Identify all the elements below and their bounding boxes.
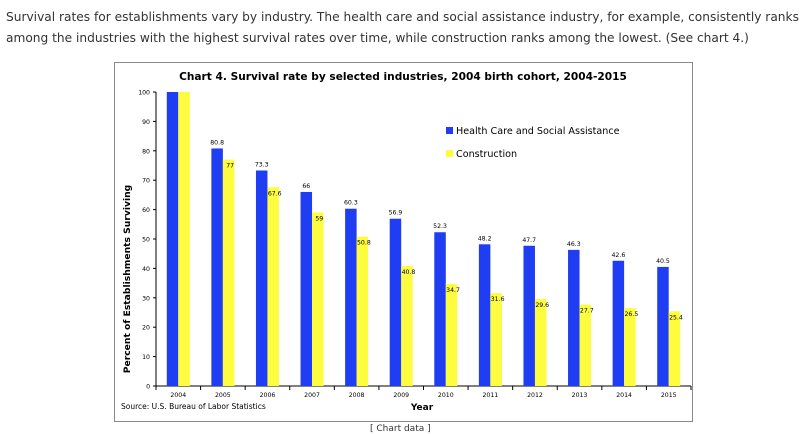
- bar-chart: Chart 4. Survival rate by selected indus…: [121, 71, 692, 413]
- y-tick-label: 80: [142, 148, 150, 155]
- health-care-bar: [300, 191, 313, 386]
- y-tick-label: 30: [142, 295, 150, 302]
- y-axis-label: Percent of Establishments Surviving: [122, 185, 133, 374]
- data-label: 80.8: [210, 139, 224, 146]
- data-label: 34.7: [446, 287, 460, 294]
- chart-container: Chart 4. Survival rate by selected indus…: [114, 62, 693, 422]
- y-tick-label: 20: [142, 325, 150, 332]
- intro-paragraph: Survival rates for establishments vary b…: [6, 10, 799, 45]
- y-tick-label: 0: [146, 384, 150, 391]
- construction-bar: [222, 159, 235, 386]
- health-care-bar: [568, 249, 580, 386]
- x-tick-label: 2011: [483, 392, 499, 399]
- y-tick-label: 90: [142, 119, 150, 126]
- construction-bar: [624, 308, 636, 386]
- x-tick-label: 2014: [616, 392, 632, 399]
- data-label: 40.5: [656, 258, 670, 265]
- legend: Health Care and Social Assistance Constru…: [446, 126, 620, 160]
- construction-bar: [312, 212, 324, 386]
- x-tick-label: 2005: [215, 392, 231, 399]
- x-tick-label: 2013: [572, 392, 588, 399]
- construction-bar: [178, 92, 190, 386]
- health-care-bar: [345, 208, 357, 386]
- health-care-bar: [612, 260, 625, 386]
- data-label: 60.3: [344, 200, 358, 207]
- x-tick-label: 2006: [260, 392, 276, 399]
- health-care-bar: [389, 218, 402, 386]
- health-care-bar: [255, 170, 268, 386]
- data-label: 77: [226, 163, 234, 170]
- y-tick-label: 70: [142, 178, 150, 185]
- chart-source: Source: U.S. Bureau of Labor Statistics: [121, 402, 266, 411]
- data-label: 31.6: [491, 296, 505, 303]
- data-label: 42.6: [611, 252, 625, 259]
- health-care-bar: [166, 92, 179, 386]
- legend-entry: Health Care and Social Assistance: [456, 126, 620, 137]
- data-label: 26.5: [624, 311, 638, 318]
- x-tick-label: 2015: [661, 392, 677, 399]
- data-label: 52.3: [433, 223, 447, 230]
- data-label: 56.9: [389, 210, 403, 217]
- legend-swatch: [446, 150, 453, 157]
- y-tick-label: 10: [142, 354, 150, 361]
- data-label: 40.8: [402, 269, 416, 276]
- chart-data-link[interactable]: [ Chart data ]: [370, 424, 431, 434]
- data-label: 25.4: [669, 314, 683, 321]
- chart-title: Chart 4. Survival rate by selected indus…: [179, 71, 627, 83]
- construction-bar: [267, 187, 279, 386]
- construction-bar: [534, 298, 547, 386]
- health-care-bar: [478, 244, 491, 386]
- health-care-bar: [211, 148, 223, 386]
- data-label: 73.3: [255, 161, 269, 168]
- y-axis: 0 10 20 30 40 50 60 70 80 90 100: [138, 90, 157, 391]
- construction-bar: [445, 283, 458, 386]
- data-label: 50.8: [357, 240, 371, 247]
- legend-swatch: [446, 127, 453, 134]
- legend-entry: Construction: [456, 149, 517, 160]
- data-labels: 80.8 73.3 66 60.3 56.9 52.3 48.2 47.7 46.3 42.6 40…: [210, 139, 683, 321]
- y-tick-label: 50: [142, 237, 150, 244]
- data-label: 29.6: [535, 302, 549, 309]
- y-tick-label: 100: [138, 90, 150, 97]
- data-label: 48.2: [478, 235, 492, 242]
- construction-bar: [579, 304, 592, 386]
- construction-bar: [668, 311, 681, 386]
- y-tick-label: 40: [142, 266, 150, 273]
- y-tick-label: 60: [142, 207, 150, 214]
- health-care-bar: [523, 245, 535, 386]
- x-tick-label: 2004: [170, 392, 186, 399]
- x-tick-label: 2012: [527, 392, 543, 399]
- bars: [166, 92, 681, 386]
- x-axis: 2004 2005 2006 2007 2008 2009 2010 2011 2012 2013…: [155, 385, 692, 399]
- health-care-bar: [657, 266, 669, 386]
- x-axis-label: Year: [410, 403, 434, 413]
- data-label: 67.6: [268, 190, 282, 197]
- data-label: 27.7: [580, 308, 594, 315]
- construction-bar: [401, 266, 413, 386]
- x-tick-label: 2009: [393, 392, 409, 399]
- x-tick-label: 2010: [438, 392, 454, 399]
- construction-bar: [490, 293, 502, 386]
- health-care-bar: [434, 232, 446, 386]
- data-label: 59: [315, 216, 323, 223]
- data-label: 66: [302, 183, 310, 190]
- data-label: 47.7: [522, 237, 536, 244]
- x-tick-label: 2007: [304, 392, 320, 399]
- construction-bar: [356, 236, 369, 386]
- x-tick-label: 2008: [349, 392, 365, 399]
- data-label: 46.3: [567, 241, 581, 248]
